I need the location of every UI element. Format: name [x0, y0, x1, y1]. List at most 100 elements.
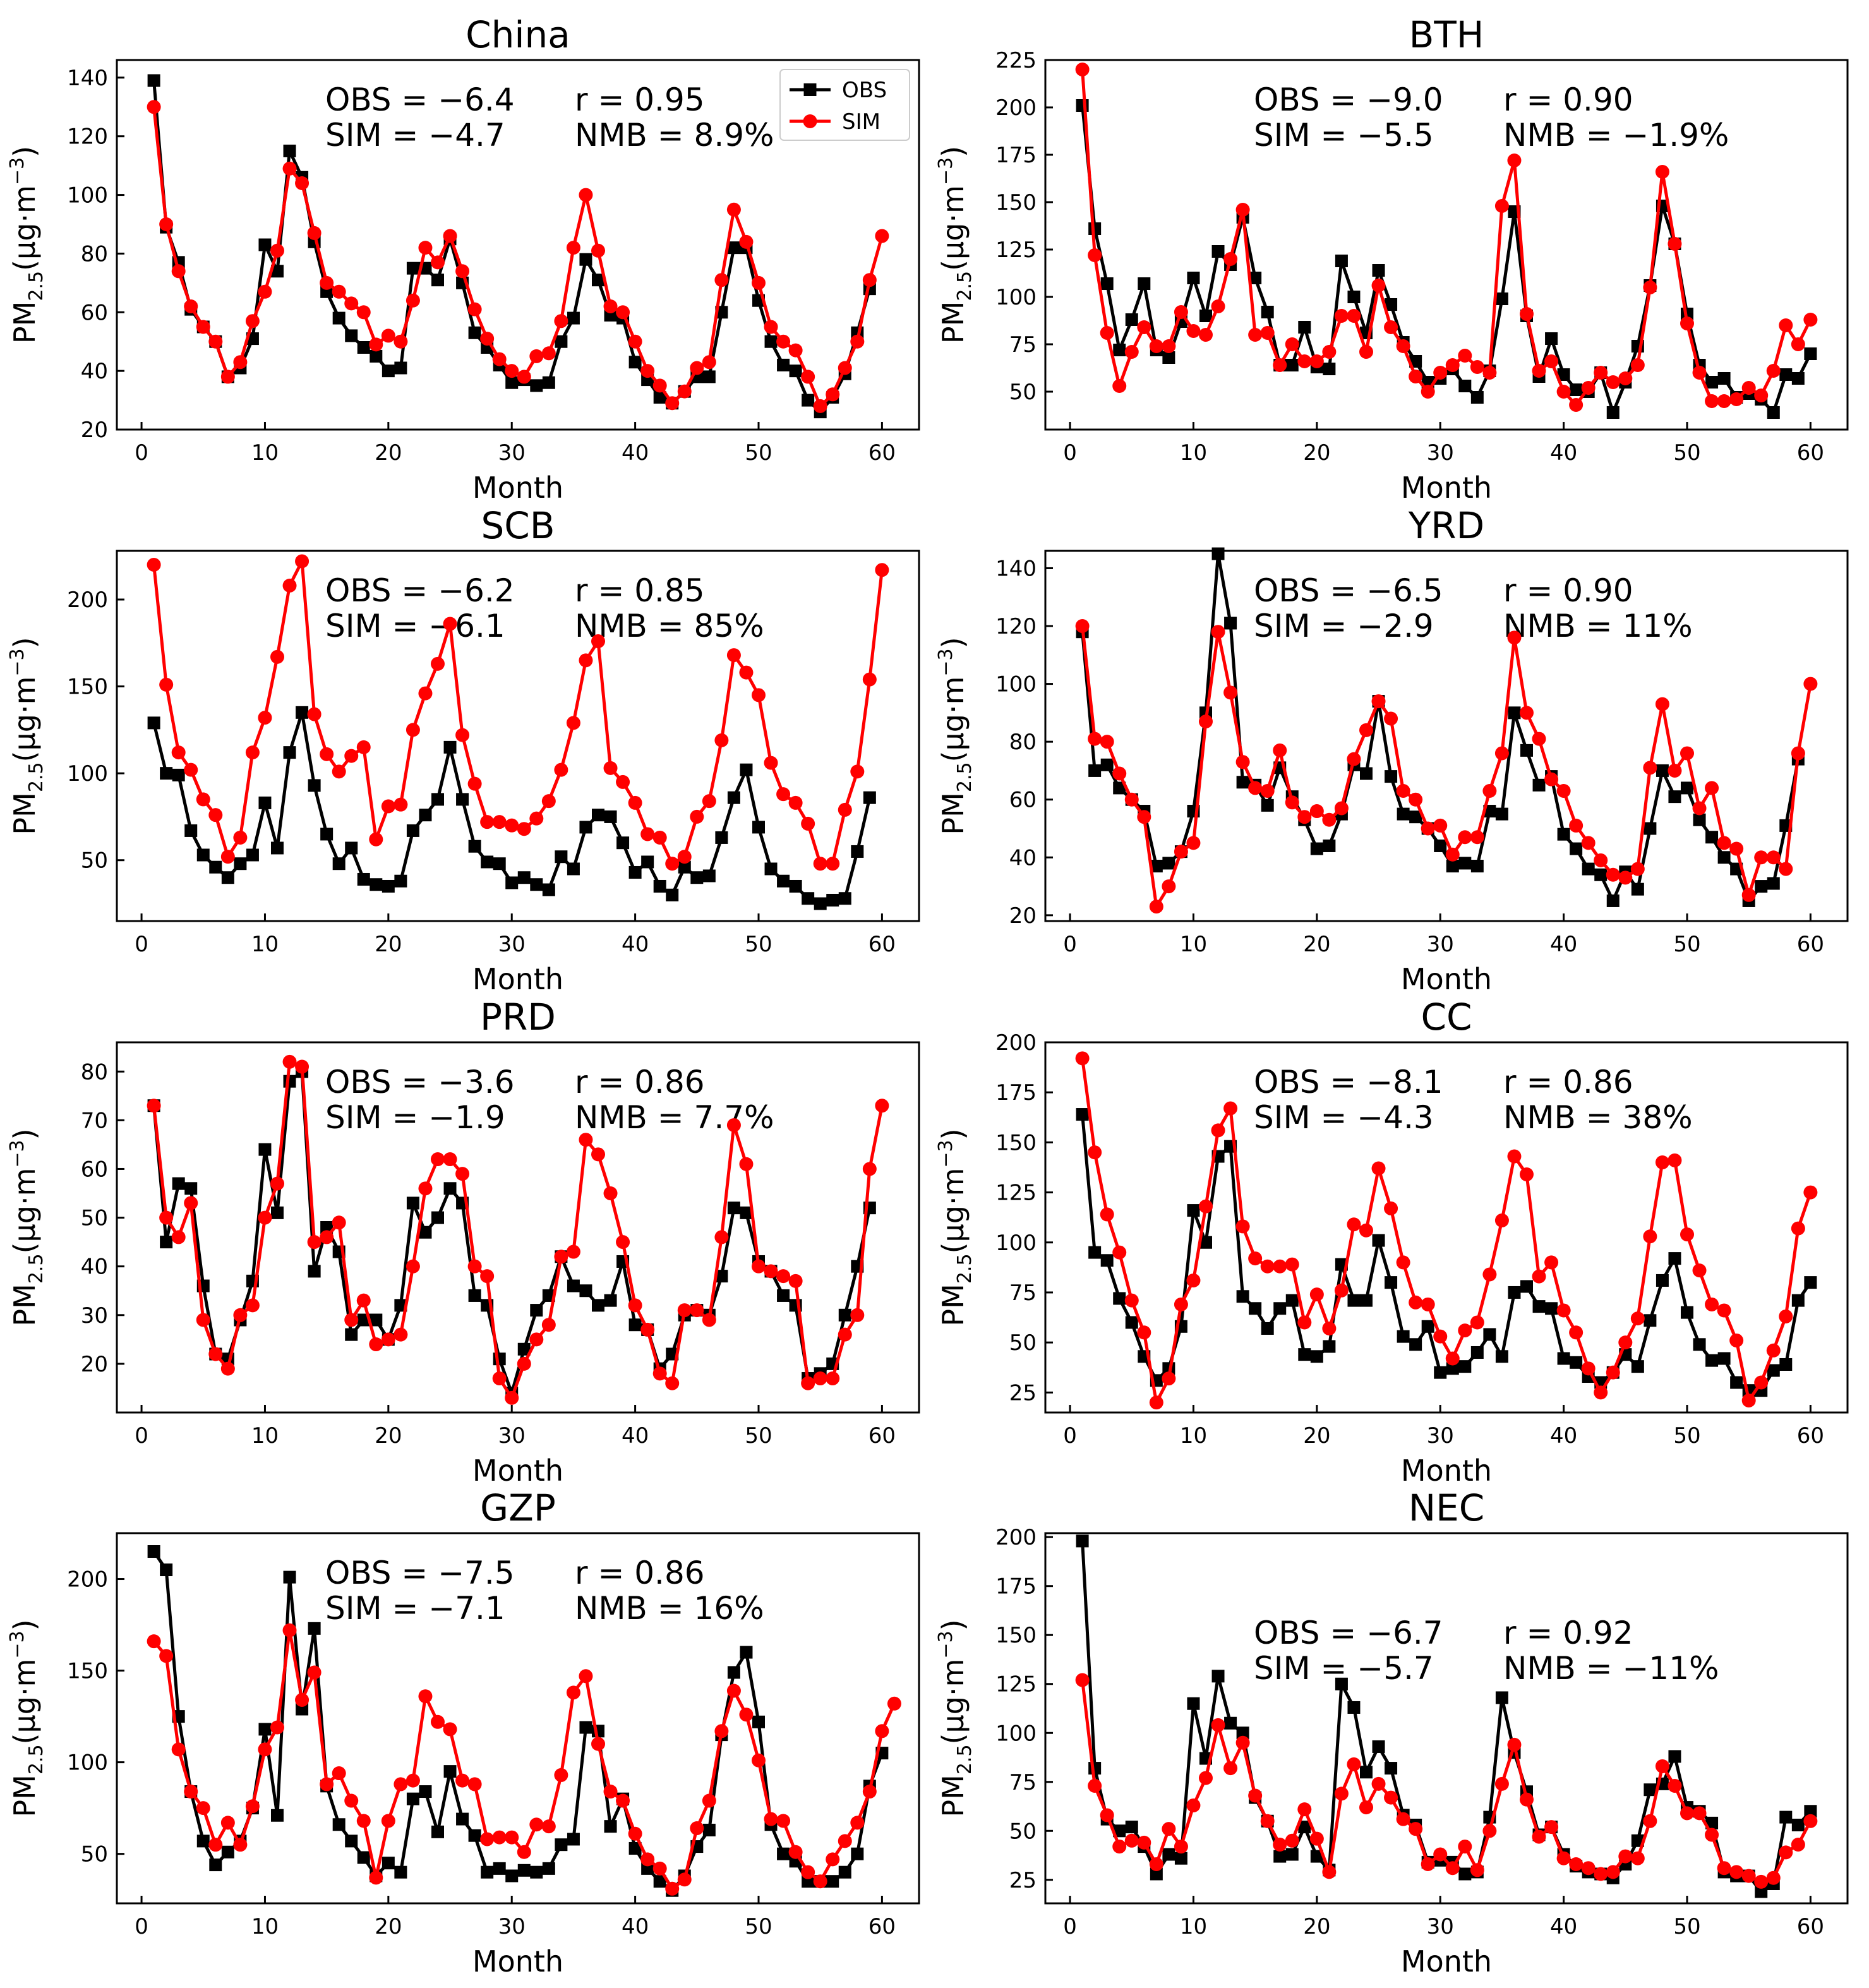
data-point — [455, 728, 470, 742]
data-point — [653, 879, 666, 893]
data-point — [1211, 1718, 1225, 1732]
data-point — [283, 746, 296, 759]
y-tick-label: 150 — [995, 1130, 1037, 1155]
data-point — [1409, 792, 1423, 807]
data-point — [1285, 1848, 1299, 1861]
data-point — [1717, 372, 1731, 385]
data-point — [838, 1308, 851, 1322]
x-tick-label: 50 — [745, 1914, 772, 1939]
data-point — [838, 361, 852, 375]
data-point — [245, 1799, 260, 1814]
data-point — [1618, 371, 1633, 385]
data-point — [184, 824, 198, 837]
data-point — [356, 1814, 371, 1828]
data-point — [1570, 842, 1583, 855]
data-point — [370, 349, 383, 363]
x-axis-label: Month — [1401, 1944, 1492, 1979]
data-point — [1396, 1255, 1410, 1270]
data-point — [838, 1327, 852, 1342]
x-tick-label: 10 — [251, 932, 279, 957]
data-point — [296, 706, 309, 719]
data-point — [1298, 1821, 1311, 1834]
data-point — [1273, 1837, 1287, 1852]
data-point — [628, 1298, 642, 1313]
data-point — [394, 361, 407, 375]
y-tick-label: 150 — [995, 190, 1037, 215]
y-axis-label-part: −3 — [6, 1140, 28, 1167]
data-point — [1581, 381, 1596, 395]
data-point — [1791, 1837, 1805, 1852]
data-point — [1729, 841, 1744, 856]
x-tick-label: 0 — [1063, 1914, 1077, 1939]
data-point — [208, 334, 223, 349]
data-point — [196, 1801, 210, 1816]
data-point — [739, 1157, 754, 1171]
data-point — [1371, 1776, 1386, 1791]
x-tick-label: 20 — [375, 440, 402, 466]
data-point — [1741, 888, 1756, 902]
data-point — [1470, 830, 1484, 845]
data-point — [1088, 764, 1102, 777]
data-point — [579, 188, 593, 202]
data-point — [653, 1875, 666, 1888]
data-point — [851, 1847, 864, 1860]
data-point — [1445, 847, 1460, 862]
data-point — [1470, 1346, 1484, 1359]
data-point — [1397, 1330, 1410, 1343]
y-tick-label: 50 — [81, 848, 108, 874]
data-point — [356, 740, 371, 754]
data-point — [1557, 1352, 1570, 1365]
y-axis-label-part: PM — [8, 1284, 42, 1326]
data-point — [394, 1327, 408, 1342]
data-point — [1384, 711, 1398, 726]
data-point — [1779, 1309, 1793, 1323]
y-axis-label: PM2.5(μg·m−3) — [6, 1128, 47, 1326]
y-axis-label-part: −3 — [6, 157, 28, 185]
data-point — [1124, 1293, 1139, 1308]
data-point — [1100, 326, 1114, 340]
data-point — [567, 862, 580, 876]
data-point — [1717, 851, 1731, 864]
data-point — [1322, 1321, 1337, 1335]
data-point — [1211, 625, 1225, 639]
x-tick-label: 40 — [622, 1914, 649, 1939]
data-point — [1174, 1840, 1188, 1854]
stat-obs-slope: OBS = −6.5 — [1254, 572, 1443, 609]
data-point — [702, 1313, 716, 1327]
plot-frame — [116, 1532, 920, 1905]
data-point — [1483, 1328, 1496, 1341]
data-point — [1273, 743, 1287, 757]
stat-correlation: r = 0.90 — [1503, 572, 1633, 609]
data-point — [690, 361, 704, 375]
data-point — [1347, 1294, 1361, 1307]
data-point — [196, 1834, 210, 1848]
data-point — [1174, 1297, 1188, 1311]
data-point — [147, 100, 161, 114]
y-tick-label: 100 — [67, 1750, 108, 1776]
data-point — [505, 818, 519, 833]
data-point — [777, 358, 790, 371]
x-tick-label: 50 — [1673, 932, 1700, 957]
data-point — [308, 1265, 321, 1278]
data-point — [1630, 1311, 1645, 1326]
stat-correlation: r = 0.90 — [1503, 81, 1633, 118]
y-axis-label-part: (μg·m — [8, 185, 42, 271]
data-point — [1470, 360, 1484, 374]
x-tick-label: 10 — [1180, 932, 1207, 957]
data-point — [628, 1841, 642, 1855]
data-point — [1112, 1840, 1127, 1854]
x-tick-label: 10 — [1180, 1914, 1207, 1939]
data-point — [147, 74, 160, 87]
y-tick-label: 200 — [995, 95, 1037, 121]
data-point — [887, 1696, 901, 1711]
series-line — [1081, 625, 1812, 908]
data-point — [752, 275, 766, 290]
data-point — [1693, 813, 1706, 826]
data-point — [555, 850, 568, 864]
data-point — [147, 1099, 161, 1113]
data-point — [468, 1289, 481, 1302]
data-point — [1125, 1821, 1138, 1834]
y-axis-label-part: 2.5 — [954, 762, 976, 792]
data-point — [369, 1337, 383, 1352]
